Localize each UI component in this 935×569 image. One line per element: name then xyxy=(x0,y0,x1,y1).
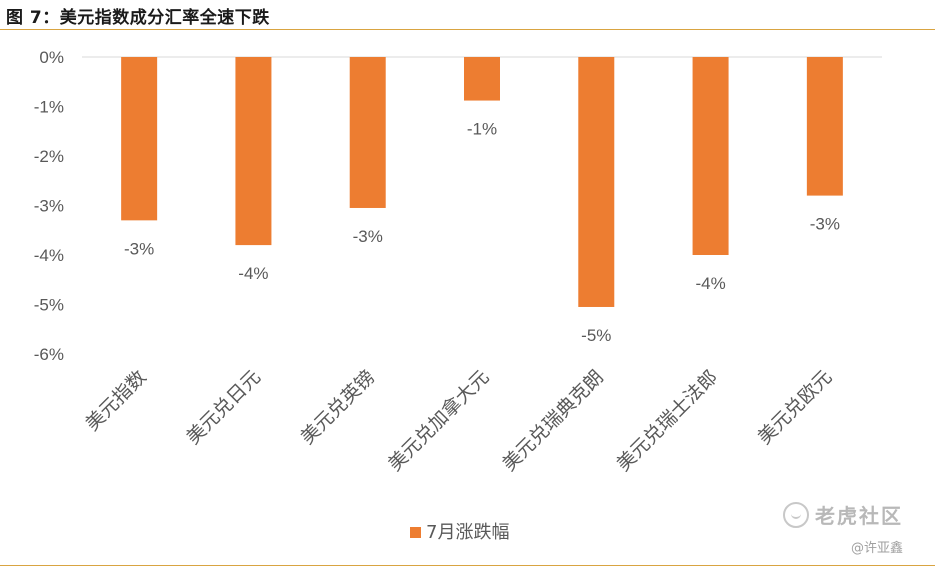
y-tick-label: -6% xyxy=(34,345,64,364)
y-tick-label: -1% xyxy=(34,98,64,117)
legend-swatch xyxy=(410,527,421,538)
data-label: -3% xyxy=(353,227,383,246)
bar-3 xyxy=(349,57,386,208)
y-tick-label: -4% xyxy=(34,246,64,265)
data-label: -3% xyxy=(810,215,840,234)
data-label: -4% xyxy=(695,274,725,293)
x-category-label: 美元兑瑞士法郎 xyxy=(612,366,722,476)
watermark: 老虎社区 @许亚鑫 xyxy=(783,500,903,556)
data-label: -5% xyxy=(581,326,611,345)
y-tick-label: -3% xyxy=(34,197,64,216)
figure-title: 图 7：美元指数成分汇率全速下跌 xyxy=(6,8,270,28)
watermark-brand: 老虎社区 xyxy=(815,504,903,528)
y-tick-label: -5% xyxy=(34,296,64,315)
data-label: -4% xyxy=(238,264,268,283)
bar-2 xyxy=(235,57,272,246)
x-category-label: 美元兑日元 xyxy=(182,366,265,449)
x-category-label: 美元指数 xyxy=(81,366,150,435)
watermark-logo: 老虎社区 xyxy=(783,500,903,529)
x-category-label: 美元兑英镑 xyxy=(297,366,380,449)
bar-6 xyxy=(692,57,729,255)
bar-4 xyxy=(464,57,500,101)
x-category-label: 美元兑瑞典克朗 xyxy=(498,366,608,476)
title-divider xyxy=(0,29,935,30)
x-category-label: 美元兑欧元 xyxy=(754,366,837,449)
bar-7 xyxy=(806,57,843,196)
bottom-divider xyxy=(0,565,935,566)
data-label: -3% xyxy=(124,239,154,258)
y-tick-label: -2% xyxy=(34,147,64,166)
legend-label: 7月涨跌幅 xyxy=(426,522,509,543)
bar-1 xyxy=(121,57,158,221)
x-category-label: 美元兑加拿大元 xyxy=(383,365,493,475)
tiger-logo-icon xyxy=(783,501,809,528)
watermark-handle: @许亚鑫 xyxy=(851,541,904,556)
bar-5 xyxy=(578,57,615,307)
y-tick-label: 0% xyxy=(39,48,64,67)
data-label: -1% xyxy=(467,120,497,139)
